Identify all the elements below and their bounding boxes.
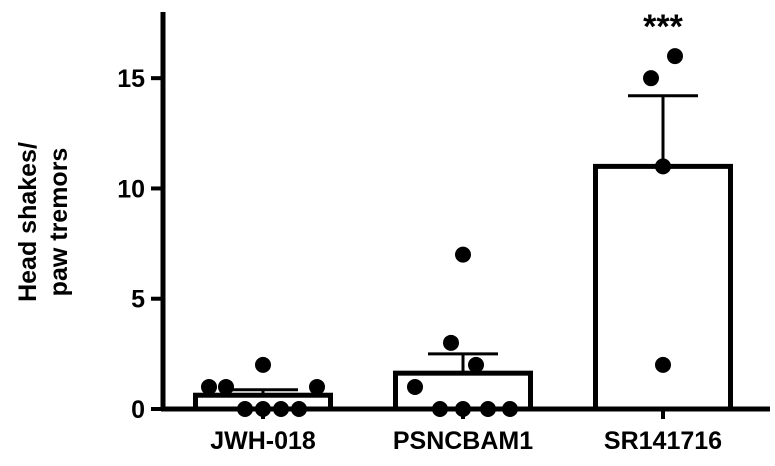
data-point [455,246,471,263]
y-tick-label: 5 [131,286,145,314]
x-tick-label: PSNCBAM1 [393,427,533,455]
data-point [255,356,271,373]
data-point [407,378,423,395]
data-point [455,401,471,417]
data-point [237,401,253,417]
data-point [432,401,448,417]
data-point [273,401,289,417]
y-axis-label-line2: paw tremors [45,148,73,297]
data-point [443,334,459,351]
y-axis-label-line1: Head shakes/ [14,142,42,302]
x-tick-label: JWH-018 [210,427,316,455]
data-point [468,356,484,373]
data-point [667,48,683,65]
data-point [502,401,518,417]
data-point [218,378,234,395]
significance-annotation: *** [643,8,683,46]
data-point [643,70,659,87]
bars: JWH-018 PSNCBAM1 SR141716 *** [193,8,733,455]
data-point [655,356,671,373]
y-tick-label: 0 [131,396,145,424]
data-point [201,378,217,395]
y-tick-label: 10 [117,175,145,203]
data-point [309,378,325,395]
bar-group-sr141716: SR141716 *** [593,8,733,455]
bar-group-jwh-018: JWH-018 [193,356,333,455]
data-point [255,401,271,417]
y-tick-label: 15 [117,65,145,93]
data-point [480,401,496,417]
bar-group-psncbam1: PSNCBAM1 [393,246,533,455]
x-tick-label: SR141716 [604,427,722,455]
data-point [655,158,671,175]
data-point [291,401,307,417]
